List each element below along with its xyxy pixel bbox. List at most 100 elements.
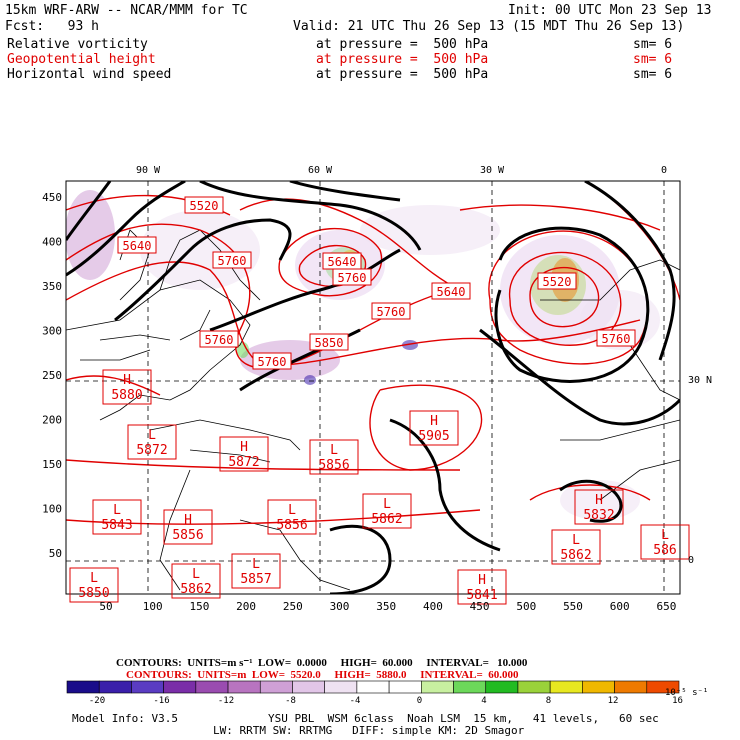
svg-text:L: L xyxy=(661,528,669,543)
forecast-hour: Fcst: 93 h xyxy=(5,19,99,34)
field-name-wind: Horizontal wind speed xyxy=(7,67,172,82)
x-tick-label: 150 xyxy=(189,600,209,613)
height-label: 5760 xyxy=(332,268,372,286)
x-tick-label: 650 xyxy=(656,600,676,613)
svg-text:5760: 5760 xyxy=(218,254,247,268)
colorbar-label: -16 xyxy=(153,696,170,706)
svg-text:5841: 5841 xyxy=(466,588,497,603)
svg-text:5872: 5872 xyxy=(228,455,259,470)
y-tick-label: 250 xyxy=(42,369,62,382)
x-tick-label: 50 xyxy=(99,600,112,613)
svg-text:5640: 5640 xyxy=(437,285,466,299)
height-label: 5760 xyxy=(252,352,292,370)
x-tick-label: 550 xyxy=(563,600,583,613)
svg-text:5760: 5760 xyxy=(258,355,287,369)
colorbar-label: -12 xyxy=(217,696,235,706)
svg-text:L: L xyxy=(192,567,200,582)
colorbar-label: -4 xyxy=(349,696,361,706)
field-level-height: at pressure = 500 hPa xyxy=(316,52,489,67)
x-tick-label: 200 xyxy=(236,600,256,613)
lon-label: 30 W xyxy=(480,165,505,176)
x-tick-label: 350 xyxy=(376,600,396,613)
svg-text:5832: 5832 xyxy=(583,508,614,523)
x-tick-label: 400 xyxy=(423,600,443,613)
valid-time: Valid: 21 UTC Thu 26 Sep 13 (15 MDT Thu … xyxy=(293,19,685,34)
height-label: 5760 xyxy=(199,330,239,348)
svg-text:L: L xyxy=(113,503,121,518)
y-tick-label: 350 xyxy=(42,280,62,293)
colorbar-label: 16 xyxy=(672,696,683,706)
y-tick-label: 150 xyxy=(42,458,62,471)
height-label: 5520 xyxy=(537,272,577,290)
y-tick-label: 400 xyxy=(42,236,62,249)
height-label: 5520 xyxy=(184,196,224,214)
x-tick-label: 300 xyxy=(330,600,350,613)
height-label: 5640 xyxy=(322,252,362,270)
svg-text:5880: 5880 xyxy=(111,388,142,403)
svg-text:L: L xyxy=(383,497,391,512)
colorbar-label: -8 xyxy=(285,696,296,706)
x-tick-label: 500 xyxy=(516,600,536,613)
svg-text:H: H xyxy=(184,513,192,528)
init-time: Init: 00 UTC Mon 23 Sep 13 xyxy=(508,3,712,18)
height-label: 5850 xyxy=(309,333,349,351)
lon-label: 0 xyxy=(661,165,667,176)
y-tick-label: 450 xyxy=(42,191,62,204)
y-tick-label: 200 xyxy=(42,414,62,427)
svg-text:H: H xyxy=(123,373,131,388)
height-contour-info: CONTOURS: UNITS=m LOW= 5520.0 HIGH= 5880… xyxy=(126,669,519,681)
colorbar-label: 8 xyxy=(545,696,552,706)
svg-text:L: L xyxy=(330,443,338,458)
y-tick-label: 100 xyxy=(42,503,62,516)
physics-line-2: LW: RRTM SW: RRTMG DIFF: simple KM: 2D S… xyxy=(213,724,525,737)
svg-text:H: H xyxy=(595,493,603,508)
field-level-wind: at pressure = 500 hPa xyxy=(316,67,489,82)
x-tick-label: 600 xyxy=(610,600,630,613)
svg-text:5905: 5905 xyxy=(418,429,449,444)
x-tick-label: 250 xyxy=(283,600,303,613)
x-tick-label: 100 xyxy=(143,600,163,613)
height-label: 5640 xyxy=(431,282,471,300)
colorbar-label: -20 xyxy=(88,696,106,706)
height-label: 5760 xyxy=(596,329,636,347)
lat-label: 30 N xyxy=(688,375,712,386)
svg-text:5640: 5640 xyxy=(328,255,357,269)
svg-text:5862: 5862 xyxy=(560,548,591,563)
field-sm-height: sm= 6 xyxy=(633,52,673,67)
svg-text:5850: 5850 xyxy=(78,586,109,601)
field-name-height: Geopotential height xyxy=(7,52,156,67)
svg-text:5520: 5520 xyxy=(543,275,572,289)
svg-text:L: L xyxy=(572,533,580,548)
svg-text:5862: 5862 xyxy=(180,582,211,597)
svg-text:5760: 5760 xyxy=(602,332,631,346)
svg-text:H: H xyxy=(240,440,248,455)
y-tick-label: 50 xyxy=(49,547,62,560)
svg-text:5856: 5856 xyxy=(172,528,203,543)
colorbar-label: 0 xyxy=(416,696,423,706)
svg-text:5862: 5862 xyxy=(371,512,402,527)
height-label: 5760 xyxy=(371,302,411,320)
svg-text:L: L xyxy=(90,571,98,586)
svg-text:5760: 5760 xyxy=(377,305,406,319)
field-sm-wind: sm= 6 xyxy=(633,67,673,82)
wind-contour-info: CONTOURS: UNITS=m s⁻¹ LOW= 0.0000 HIGH= … xyxy=(116,657,528,669)
field-name-vorticity: Relative vorticity xyxy=(7,37,148,52)
map-frame xyxy=(65,180,681,595)
colorbar-label: 4 xyxy=(481,696,487,706)
field-level-vorticity: at pressure = 500 hPa xyxy=(316,37,489,52)
colorbar-unit: 10⁻⁵ s⁻¹ xyxy=(665,688,709,698)
svg-text:L: L xyxy=(148,428,156,443)
